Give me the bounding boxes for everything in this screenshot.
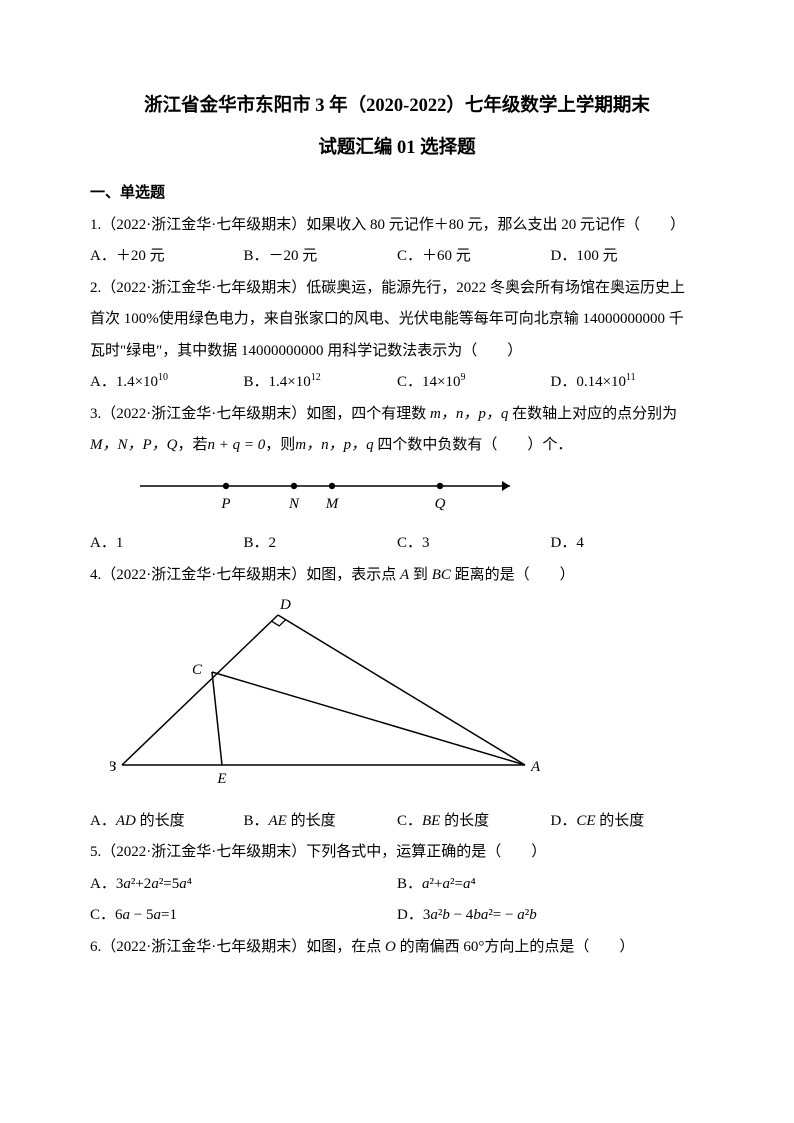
q5-opt-b: B．a²+a²=a⁴ xyxy=(397,869,704,901)
question-1: 1.（2022·浙江金华·七年级期末）如果收入 80 元记作＋80 元，那么支出… xyxy=(90,210,704,273)
q1-opt-b: B．－20 元 xyxy=(244,241,398,273)
q3-opt-b: B．2 xyxy=(244,528,398,560)
q3-options: A．1 B．2 C．3 D．4 xyxy=(90,528,704,560)
q2-stem-p2: 首次 100%使用绿色电力，来自张家口的风电、光伏电能等每年可向北京输 1400… xyxy=(90,304,704,336)
question-2: 2.（2022·浙江金华·七年级期末）低碳奥运，能源先行，2022 冬奥会所有场… xyxy=(90,273,704,399)
q2-opt-d: D．0.14×1011 xyxy=(551,367,705,399)
svg-text:P: P xyxy=(220,496,230,512)
q3-stem-p2: M，N，P，Q，若n + q = 0，则m，n，p，q 四个数中负数有（ ）个． xyxy=(90,430,704,462)
q3-opt-c: C．3 xyxy=(397,528,551,560)
q1-options: A．＋20 元 B．－20 元 C．＋60 元 D．100 元 xyxy=(90,241,704,273)
svg-text:B: B xyxy=(110,759,116,775)
svg-text:C: C xyxy=(192,662,203,678)
title-line-1: 浙江省金华市东阳市 3 年（2020-2022）七年级数学上学期期末 xyxy=(90,90,704,123)
q3-numberline: PNMQ xyxy=(130,468,704,527)
question-5: 5.（2022·浙江金华·七年级期末）下列各式中，运算正确的是（ ） A．3a²… xyxy=(90,837,704,932)
q1-opt-d: D．100 元 xyxy=(551,241,705,273)
q5-options-row1: A．3a²+2a²=5a⁴ B．a²+a²=a⁴ xyxy=(90,869,704,901)
q5-stem: 5.（2022·浙江金华·七年级期末）下列各式中，运算正确的是（ ） xyxy=(90,837,704,869)
svg-text:N: N xyxy=(288,496,300,512)
q4-opt-b: B．AE 的长度 xyxy=(244,806,398,838)
q3-stem-p1: 3.（2022·浙江金华·七年级期末）如图，四个有理数 m，n，p，q 在数轴上… xyxy=(90,399,704,431)
question-6: 6.（2022·浙江金华·七年级期末）如图，在点 O 的南偏西 60°方向上的点… xyxy=(90,932,704,964)
q2-options: A．1.4×1010 B．1.4×1012 C．14×109 D．0.14×10… xyxy=(90,367,704,399)
q1-opt-a: A．＋20 元 xyxy=(90,241,244,273)
q2-opt-b: B．1.4×1012 xyxy=(244,367,398,399)
q4-figure: A B C D E xyxy=(110,599,704,802)
q2-stem-p3: 瓦时"绿电"，其中数据 14000000000 用科学记数法表示为（ ） xyxy=(90,336,704,368)
q4-opt-a: A．AD 的长度 xyxy=(90,806,244,838)
question-4: 4.（2022·浙江金华·七年级期末）如图，表示点 A 到 BC 距离的是（ ）… xyxy=(90,560,704,838)
q4-opt-d: D．CE 的长度 xyxy=(551,806,705,838)
q5-opt-d: D．3a²b − 4ba²= − a²b xyxy=(397,900,704,932)
q1-stem: 1.（2022·浙江金华·七年级期末）如果收入 80 元记作＋80 元，那么支出… xyxy=(90,210,704,242)
q4-options: A．AD 的长度 B．AE 的长度 C．BE 的长度 D．CE 的长度 xyxy=(90,806,704,838)
svg-text:A: A xyxy=(530,759,541,775)
q3-opt-a: A．1 xyxy=(90,528,244,560)
q1-opt-c: C．＋60 元 xyxy=(397,241,551,273)
q4-stem: 4.（2022·浙江金华·七年级期末）如图，表示点 A 到 BC 距离的是（ ） xyxy=(90,560,704,592)
title-line-2: 试题汇编 01 选择题 xyxy=(90,129,704,168)
svg-text:Q: Q xyxy=(435,496,446,512)
q2-stem-p1: 2.（2022·浙江金华·七年级期末）低碳奥运，能源先行，2022 冬奥会所有场… xyxy=(90,273,704,305)
svg-text:M: M xyxy=(325,496,340,512)
q6-stem: 6.（2022·浙江金华·七年级期末）如图，在点 O 的南偏西 60°方向上的点… xyxy=(90,932,704,964)
svg-text:D: D xyxy=(279,599,291,613)
q2-opt-a: A．1.4×1010 xyxy=(90,367,244,399)
q3-opt-d: D．4 xyxy=(551,528,705,560)
question-3: 3.（2022·浙江金华·七年级期末）如图，四个有理数 m，n，p，q 在数轴上… xyxy=(90,399,704,560)
q5-options-row2: C．6a − 5a=1 D．3a²b − 4ba²= − a²b xyxy=(90,900,704,932)
svg-text:E: E xyxy=(216,771,226,787)
q4-opt-c: C．BE 的长度 xyxy=(397,806,551,838)
q2-opt-c: C．14×109 xyxy=(397,367,551,399)
q5-opt-c: C．6a − 5a=1 xyxy=(90,900,397,932)
section-heading: 一、单选题 xyxy=(90,178,704,210)
q5-opt-a: A．3a²+2a²=5a⁴ xyxy=(90,869,397,901)
